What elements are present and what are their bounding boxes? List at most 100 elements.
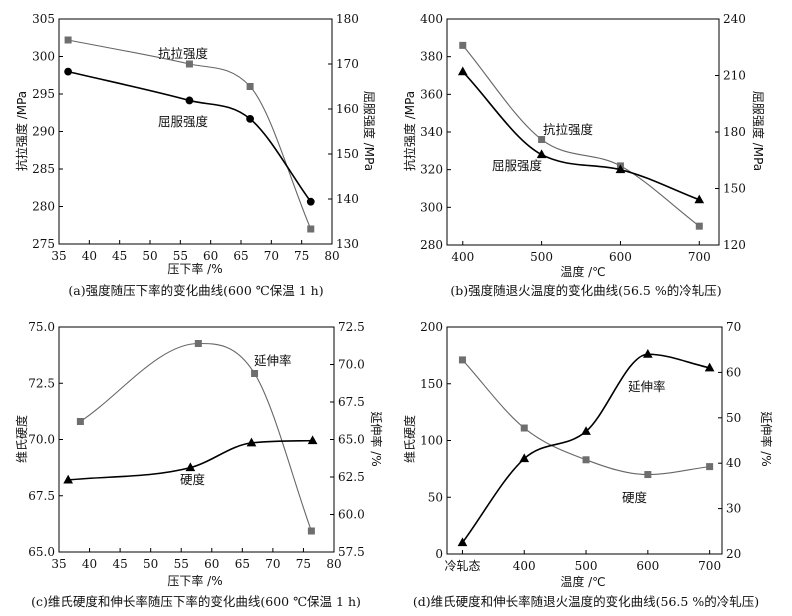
- right-axis-label: 延伸率 /%: [369, 411, 384, 466]
- x-tick-label: 75: [294, 249, 309, 263]
- x-tick-label: 80: [324, 249, 339, 263]
- left-tick-label: 67.5: [28, 489, 55, 503]
- x-tick-label: 40: [82, 249, 97, 263]
- x-tick-label: 冷轧态: [444, 559, 480, 573]
- panel-caption: (c)维氏硬度和伸长率随压下率的变化曲线(600 ℃保温 1 h): [31, 594, 361, 609]
- right-tick-label: 170: [336, 57, 359, 71]
- annotation-elongation: 延伸率: [628, 379, 666, 394]
- data-point-elongation: [457, 537, 468, 547]
- left-tick-label: 200: [420, 320, 443, 334]
- right-tick-label: 65.0: [338, 433, 365, 447]
- left-tick-label: 70.0: [28, 433, 55, 447]
- left-tick-label: 75.0: [28, 320, 55, 334]
- data-point-yield: [246, 115, 255, 123]
- series-line-yield: [67, 70, 312, 203]
- data-point-hardness: [307, 435, 318, 445]
- panel-d: 延伸率 硬度 温度 /℃ 维氏硬度 延伸率 /% (d)维氏硬度和伸长率随退火温…: [402, 320, 774, 609]
- data-point-hardness: [520, 424, 528, 432]
- panel-b: 抗拉强度 屈服强度 温度 /℃ 抗拉强度 /MPa 屈服强度 /MPa (b)强…: [402, 12, 766, 298]
- x-tick-label: 40: [82, 557, 97, 571]
- right-tick-label: 62.5: [338, 470, 365, 484]
- right-tick-label: 140: [336, 192, 359, 206]
- data-point-hardness: [63, 474, 74, 484]
- data-point-yield: [615, 164, 626, 174]
- data-point-elongation: [581, 426, 591, 435]
- annotation-yield-strength: 屈服强度: [158, 114, 209, 129]
- right-tick-label: 57.5: [338, 545, 365, 559]
- data-point-tensile: [64, 36, 72, 44]
- panel-c: 延伸率 硬度 压下率 /% 维氏硬度 延伸率 /% (c)维氏硬度和伸长率随压下…: [14, 320, 384, 609]
- left-tick-label: 65.0: [28, 545, 55, 559]
- left-axis-label: 维氏硬度: [14, 415, 29, 463]
- left-tick-label: 380: [420, 50, 443, 64]
- data-point-elongation: [194, 340, 202, 347]
- left-tick-label: 280: [32, 200, 55, 214]
- x-axis-label: 压下率 /%: [167, 261, 222, 276]
- x-tick-label: 70: [265, 557, 280, 571]
- right-tick-label: 20: [726, 547, 741, 561]
- x-axis-label: 温度 /℃: [560, 574, 605, 589]
- data-point-tensile: [459, 41, 467, 49]
- data-point-hardness: [185, 462, 196, 472]
- right-tick-label: 160: [336, 102, 359, 116]
- left-tick-label: 150: [420, 377, 443, 391]
- annotation-hardness: 硬度: [180, 472, 206, 487]
- right-tick-label: 240: [723, 12, 746, 26]
- data-point-yield: [457, 66, 468, 76]
- series-line-yield: [462, 71, 700, 201]
- x-tick-label: 600: [636, 559, 659, 573]
- annotation-tensile-strength: 抗拉强度: [543, 122, 594, 137]
- x-tick-label: 55: [173, 249, 188, 263]
- right-tick-label: 150: [723, 182, 746, 196]
- left-axis-label: 维氏硬度: [402, 415, 417, 463]
- right-tick-label: 70.0: [338, 358, 365, 372]
- data-point-elongation: [307, 527, 315, 535]
- data-point-yield: [694, 194, 705, 204]
- x-tick-label: 35: [51, 557, 66, 571]
- data-point-tensile: [695, 222, 703, 230]
- data-point-elongation: [704, 362, 715, 372]
- x-tick-label: 400: [451, 250, 474, 264]
- right-tick-label: 180: [336, 12, 359, 26]
- right-tick-label: 60.0: [338, 508, 365, 522]
- series-line-tensile: [67, 39, 312, 230]
- annotation-yield-strength: 屈服强度: [492, 158, 543, 173]
- data-point-yield: [536, 149, 547, 159]
- x-tick-label: 65: [233, 249, 248, 263]
- right-axis-label: 屈服强度 /MPa: [751, 91, 766, 171]
- left-tick-label: 305: [32, 12, 55, 26]
- x-tick-label: 600: [609, 250, 632, 264]
- right-tick-label: 120: [723, 238, 746, 252]
- x-tick-label: 60: [204, 557, 219, 571]
- x-tick-label: 50: [143, 557, 158, 571]
- data-point-hardness: [246, 437, 257, 447]
- right-tick-label: 30: [726, 502, 741, 516]
- right-tick-label: 40: [726, 456, 741, 470]
- annotation-elongation: 延伸率: [254, 353, 292, 368]
- left-tick-label: 280: [420, 238, 443, 252]
- x-tick-label: 50: [142, 249, 157, 263]
- right-axis-label: 屈服强度 /MPa: [362, 91, 377, 171]
- data-point-tensile: [307, 225, 315, 233]
- right-tick-label: 67.5: [338, 395, 365, 409]
- x-axis-label: 压下率 /%: [167, 573, 222, 588]
- data-point-yield: [306, 197, 315, 206]
- right-tick-label: 150: [336, 147, 359, 161]
- x-tick-label: 55: [174, 557, 189, 571]
- annotation-hardness: 硬度: [622, 490, 648, 505]
- left-tick-label: 340: [420, 125, 443, 139]
- x-tick-label: 700: [688, 250, 711, 264]
- right-tick-label: 180: [723, 125, 746, 139]
- data-point-tensile: [538, 136, 546, 144]
- right-tick-label: 130: [336, 237, 359, 251]
- right-tick-label: 50: [726, 411, 741, 425]
- x-tick-label: 45: [112, 249, 127, 263]
- right-tick-label: 60: [726, 365, 741, 379]
- left-tick-label: 72.5: [28, 376, 55, 390]
- left-tick-label: 400: [420, 12, 443, 26]
- data-point-yield: [185, 96, 194, 105]
- left-tick-label: 285: [32, 162, 55, 176]
- right-tick-label: 210: [723, 69, 746, 83]
- annotation-tensile-strength: 抗拉强度: [158, 46, 209, 61]
